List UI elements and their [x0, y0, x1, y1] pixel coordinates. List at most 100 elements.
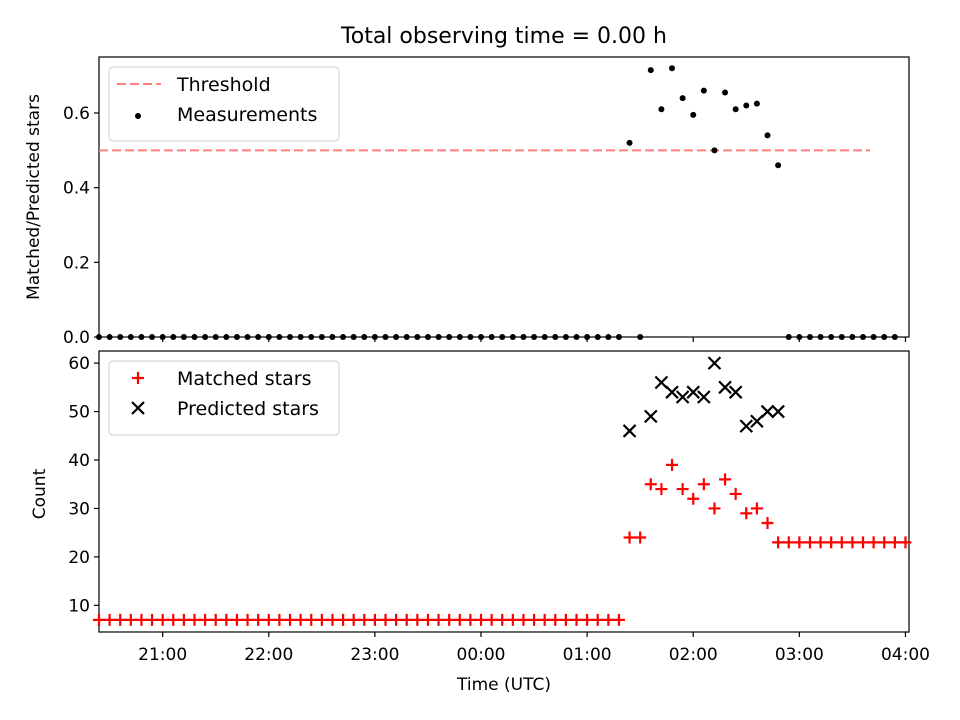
- bottom-x-tick-label: 23:00: [350, 645, 399, 665]
- measurement-point: [414, 334, 421, 340]
- bottom-y-tick-label: 10: [68, 596, 90, 616]
- measurement-point: [584, 334, 591, 340]
- matched-stars-point: [740, 507, 753, 520]
- matched-stars-point: [666, 458, 679, 471]
- matched-stars-point: [358, 613, 371, 626]
- measurement-point: [891, 334, 898, 340]
- matched-stars-point: [230, 613, 243, 626]
- predicted-stars-point: [760, 404, 775, 419]
- measurement-point: [541, 334, 548, 340]
- measurement-point: [647, 67, 654, 74]
- bottom-x-tick-label: 02:00: [669, 645, 718, 665]
- predicted-stars-point: [718, 380, 732, 395]
- matched-stars-point: [803, 536, 816, 549]
- matched-stars-point: [549, 613, 562, 626]
- measurement-point: [573, 334, 580, 340]
- measurement-point: [849, 334, 856, 340]
- measurement-point: [722, 89, 729, 96]
- measurement-point: [626, 139, 633, 146]
- bottom-y-tick-label: 50: [68, 403, 90, 423]
- top-y-tick-label: 0.6: [63, 104, 90, 124]
- matched-stars-point: [273, 613, 286, 626]
- predicted-stars-point: [654, 375, 669, 390]
- bottom-y-tick-label: 40: [68, 451, 90, 471]
- legend-label: Threshold: [176, 74, 271, 96]
- matched-stars-point: [347, 613, 360, 626]
- top-y-tick-label: 0.2: [63, 253, 90, 273]
- measurement-point: [435, 334, 442, 340]
- measurement-point: [424, 334, 431, 340]
- measurement-point: [244, 334, 251, 340]
- measurement-point: [393, 334, 400, 340]
- measurement-point: [700, 87, 707, 94]
- bottom-y-tick-label: 20: [68, 548, 90, 568]
- measurement-point: [732, 106, 739, 113]
- predicted-stars-point: [622, 424, 637, 438]
- predicted-stars-point: [686, 385, 701, 399]
- measurement-point: [615, 334, 622, 340]
- bottom-x-tick-label: 00:00: [457, 645, 506, 665]
- measurement-point: [138, 334, 145, 340]
- matched-stars-point: [825, 536, 838, 549]
- measurement-point: [605, 334, 612, 340]
- bottom-y-axis-label: Count: [30, 468, 50, 519]
- matched-stars-point: [326, 613, 339, 626]
- matched-stars-point: [782, 536, 795, 549]
- matched-stars-point: [188, 613, 201, 626]
- measurement-point: [478, 334, 485, 340]
- matched-stars-point: [135, 613, 148, 626]
- matched-stars-point: [93, 613, 105, 626]
- measurement-point: [679, 95, 686, 102]
- matched-stars-point: [729, 487, 742, 500]
- matched-stars-point: [814, 536, 827, 549]
- bottom-y-tick-label: 30: [68, 499, 90, 519]
- top-panel: 0.0 0.2 0.4 0.6 Threshold Measurements: [63, 56, 910, 348]
- measurement-point: [785, 334, 792, 340]
- matched-stars-point: [379, 613, 392, 626]
- measurement-point: [202, 334, 209, 340]
- measurement-point: [499, 334, 506, 340]
- measurement-point: [297, 334, 304, 340]
- matched-stars-point: [867, 536, 880, 549]
- matched-stars-point: [719, 473, 732, 486]
- measurement-point: [212, 334, 219, 340]
- matched-stars-point: [262, 613, 275, 626]
- measurement-point: [775, 162, 782, 169]
- matched-stars-point: [421, 613, 434, 626]
- measurement-point: [170, 334, 177, 340]
- matched-stars-point: [655, 483, 668, 496]
- matched-stars-point: [209, 613, 222, 626]
- matched-stars-point: [591, 613, 604, 626]
- measurement-point: [371, 334, 378, 340]
- predicted-stars-point: [697, 390, 711, 404]
- measurement-point: [361, 334, 368, 340]
- matched-stars-point: [464, 613, 477, 626]
- measurement-point: [711, 147, 718, 154]
- matched-stars-point: [612, 613, 625, 626]
- matched-stars-point: [602, 613, 615, 626]
- matched-stars-point: [220, 613, 233, 626]
- matched-stars-point: [835, 536, 848, 549]
- measurement-point: [117, 334, 124, 340]
- measurement-point: [520, 334, 527, 340]
- measurement-point: [265, 334, 272, 340]
- measurement-point: [127, 334, 134, 340]
- top-y-tick-label: 0.4: [63, 179, 90, 199]
- measurement-point: [456, 334, 463, 340]
- measurement-point: [562, 334, 569, 340]
- matched-stars-point: [305, 613, 318, 626]
- matched-stars-point: [368, 613, 381, 626]
- measurement-point: [552, 334, 559, 340]
- matched-stars-point: [772, 536, 785, 549]
- measurement-point: [308, 334, 315, 340]
- measurement-point: [382, 334, 389, 340]
- matched-stars-point: [528, 613, 541, 626]
- top-legend-box: [108, 66, 340, 142]
- predicted-stars-point: [675, 390, 690, 404]
- predicted-stars-point: [728, 385, 743, 399]
- bottom-legend-box: [108, 360, 340, 436]
- matched-stars-point: [761, 516, 774, 529]
- legend-label: Matched stars: [177, 368, 311, 390]
- matched-stars-point: [284, 613, 297, 626]
- measurement-point: [753, 100, 760, 107]
